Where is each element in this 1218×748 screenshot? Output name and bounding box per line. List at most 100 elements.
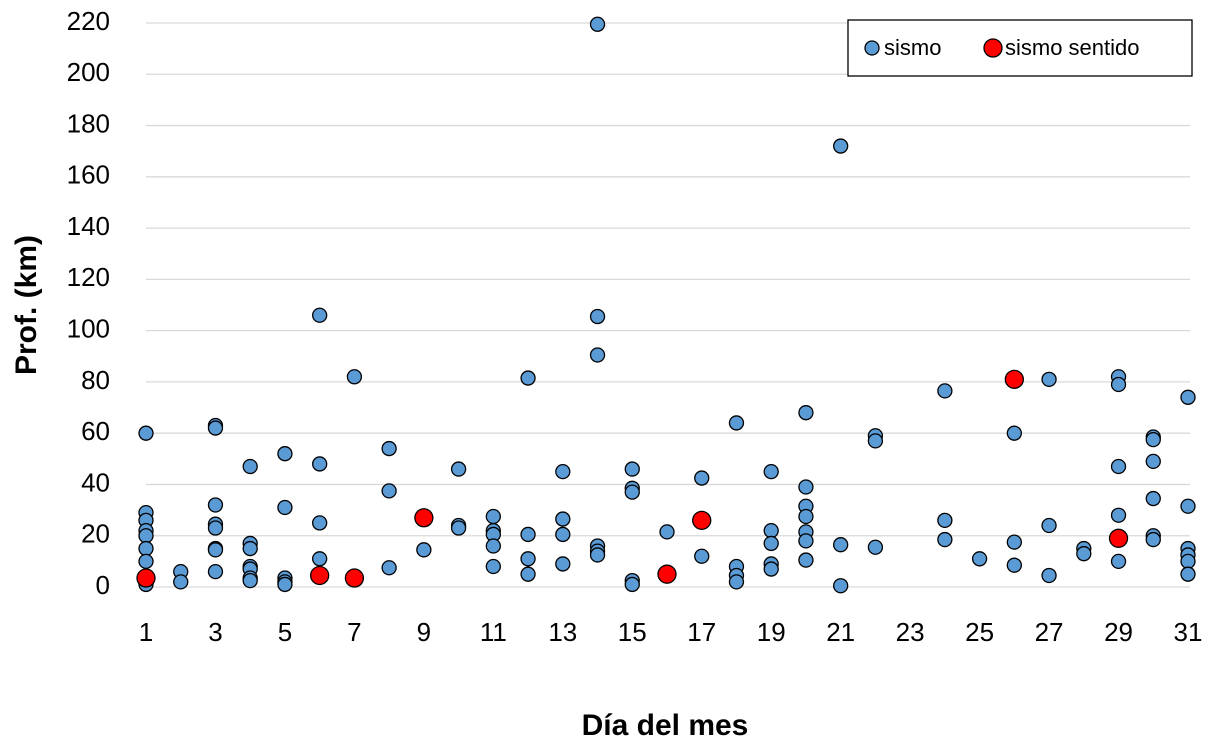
point — [242, 572, 258, 589]
point — [555, 463, 571, 480]
point — [277, 576, 293, 593]
point — [346, 369, 363, 385]
x-tick-label: 17 — [687, 617, 716, 647]
x-tick-label: 23 — [896, 617, 925, 647]
y-tick-label: 180 — [67, 108, 110, 138]
x-tick-label: 3 — [208, 617, 222, 647]
x-tick-label: 31 — [1174, 617, 1203, 647]
y-tick-label: 60 — [81, 416, 110, 446]
point — [937, 512, 953, 528]
y-tick-label: 160 — [67, 160, 110, 190]
x-tick-label: 11 — [480, 617, 507, 647]
point — [485, 558, 501, 575]
point — [1180, 498, 1196, 514]
point — [1145, 490, 1161, 507]
point — [207, 420, 224, 436]
y-tick-label: 140 — [67, 211, 110, 241]
point — [1180, 389, 1196, 405]
point — [312, 515, 328, 531]
point — [1145, 453, 1161, 470]
y-tick-label: 200 — [67, 57, 110, 87]
point — [310, 565, 330, 586]
x-tick-label: 1 — [139, 617, 153, 647]
point — [414, 508, 434, 528]
point — [1180, 553, 1196, 570]
point — [381, 440, 397, 457]
point — [136, 568, 156, 588]
point — [798, 508, 814, 525]
point — [798, 479, 814, 495]
x-tick-label: 9 — [417, 617, 431, 647]
point — [763, 463, 779, 480]
point — [937, 531, 953, 548]
point — [798, 533, 814, 549]
point — [624, 484, 640, 500]
point — [1110, 553, 1127, 570]
point — [485, 508, 501, 525]
point — [1041, 517, 1057, 534]
y-tick-label: 220 — [67, 6, 110, 36]
y-tick-label: 0 — [96, 570, 110, 600]
y-tick-label: 20 — [81, 519, 110, 549]
point — [485, 538, 501, 554]
y-tick-label: 40 — [81, 467, 110, 497]
legend-box — [847, 19, 1193, 77]
x-tick-label: 27 — [1035, 617, 1064, 647]
point — [207, 520, 224, 536]
point — [728, 415, 745, 431]
point — [657, 564, 677, 584]
x-tick-label: 13 — [548, 617, 577, 647]
point — [277, 446, 293, 462]
x-tick-label: 21 — [826, 617, 855, 647]
legend-marker — [983, 38, 1003, 58]
point — [589, 308, 606, 325]
y-tick-label: 80 — [81, 365, 110, 395]
x-axis-title: Día del mes — [582, 709, 749, 742]
point — [589, 347, 606, 363]
legend-label: sismo — [884, 35, 941, 60]
point — [971, 551, 988, 567]
point — [1041, 371, 1057, 387]
point — [520, 370, 536, 386]
point — [1076, 546, 1092, 562]
point — [624, 461, 640, 477]
point — [763, 535, 779, 552]
point — [138, 553, 154, 570]
point — [207, 497, 224, 513]
point — [242, 458, 258, 475]
point — [763, 561, 779, 577]
point — [728, 574, 745, 590]
point — [1145, 431, 1161, 448]
point — [242, 540, 258, 557]
point — [1110, 507, 1127, 523]
point — [138, 425, 154, 441]
point — [207, 542, 224, 558]
point — [589, 547, 606, 563]
point — [312, 551, 328, 567]
point — [798, 405, 814, 421]
point — [381, 560, 397, 576]
point — [833, 578, 849, 594]
point — [798, 552, 814, 568]
x-tick-label: 29 — [1104, 617, 1133, 647]
x-tick-label: 15 — [618, 617, 647, 647]
point — [416, 542, 432, 558]
legend-label: sismo sentido — [1005, 35, 1140, 60]
y-tick-label: 100 — [67, 314, 110, 344]
point — [692, 510, 712, 530]
point — [1110, 458, 1127, 475]
point — [138, 528, 154, 544]
point — [312, 456, 328, 472]
point — [520, 551, 536, 567]
point — [138, 540, 154, 557]
point — [937, 383, 953, 399]
point — [1041, 567, 1057, 584]
legend: sismo sismo sentido — [847, 19, 1193, 77]
point — [867, 539, 884, 555]
x-tick-label: 5 — [278, 617, 292, 647]
point — [277, 499, 293, 516]
point — [694, 470, 710, 486]
point — [833, 138, 849, 154]
